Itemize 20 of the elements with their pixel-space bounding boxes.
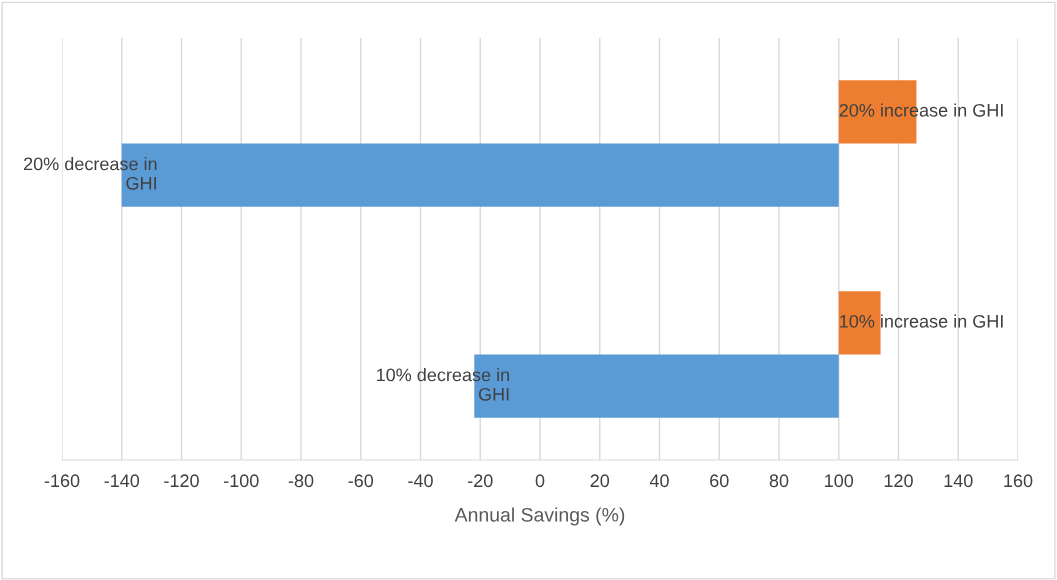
x-tick-label: -80 — [288, 474, 314, 488]
x-tick-label: 160 — [1004, 474, 1033, 488]
x-tick-label: -160 — [44, 474, 80, 488]
x-tick-label: 40 — [649, 474, 669, 488]
bar — [838, 291, 881, 355]
x-tick-label: 0 — [535, 474, 545, 488]
x-axis-title: Annual Savings (%) — [454, 507, 625, 526]
x-tick-label: 100 — [825, 474, 854, 488]
x-tick-label: -100 — [223, 474, 259, 488]
x-tick-label: 120 — [884, 474, 913, 488]
x-tick-label: -20 — [468, 474, 493, 488]
x-tick-label: -140 — [104, 474, 140, 488]
x-tick-label: 60 — [710, 474, 729, 488]
annotation: 10% increase in GHI — [840, 314, 1003, 328]
x-tick-label: 80 — [769, 474, 789, 488]
x-tick-label: -40 — [408, 474, 433, 488]
x-tick-label: -120 — [164, 474, 199, 488]
x-tick-label: 140 — [944, 474, 973, 488]
x-tick-label: 20 — [590, 474, 610, 488]
x-tick-label: -60 — [348, 474, 374, 488]
